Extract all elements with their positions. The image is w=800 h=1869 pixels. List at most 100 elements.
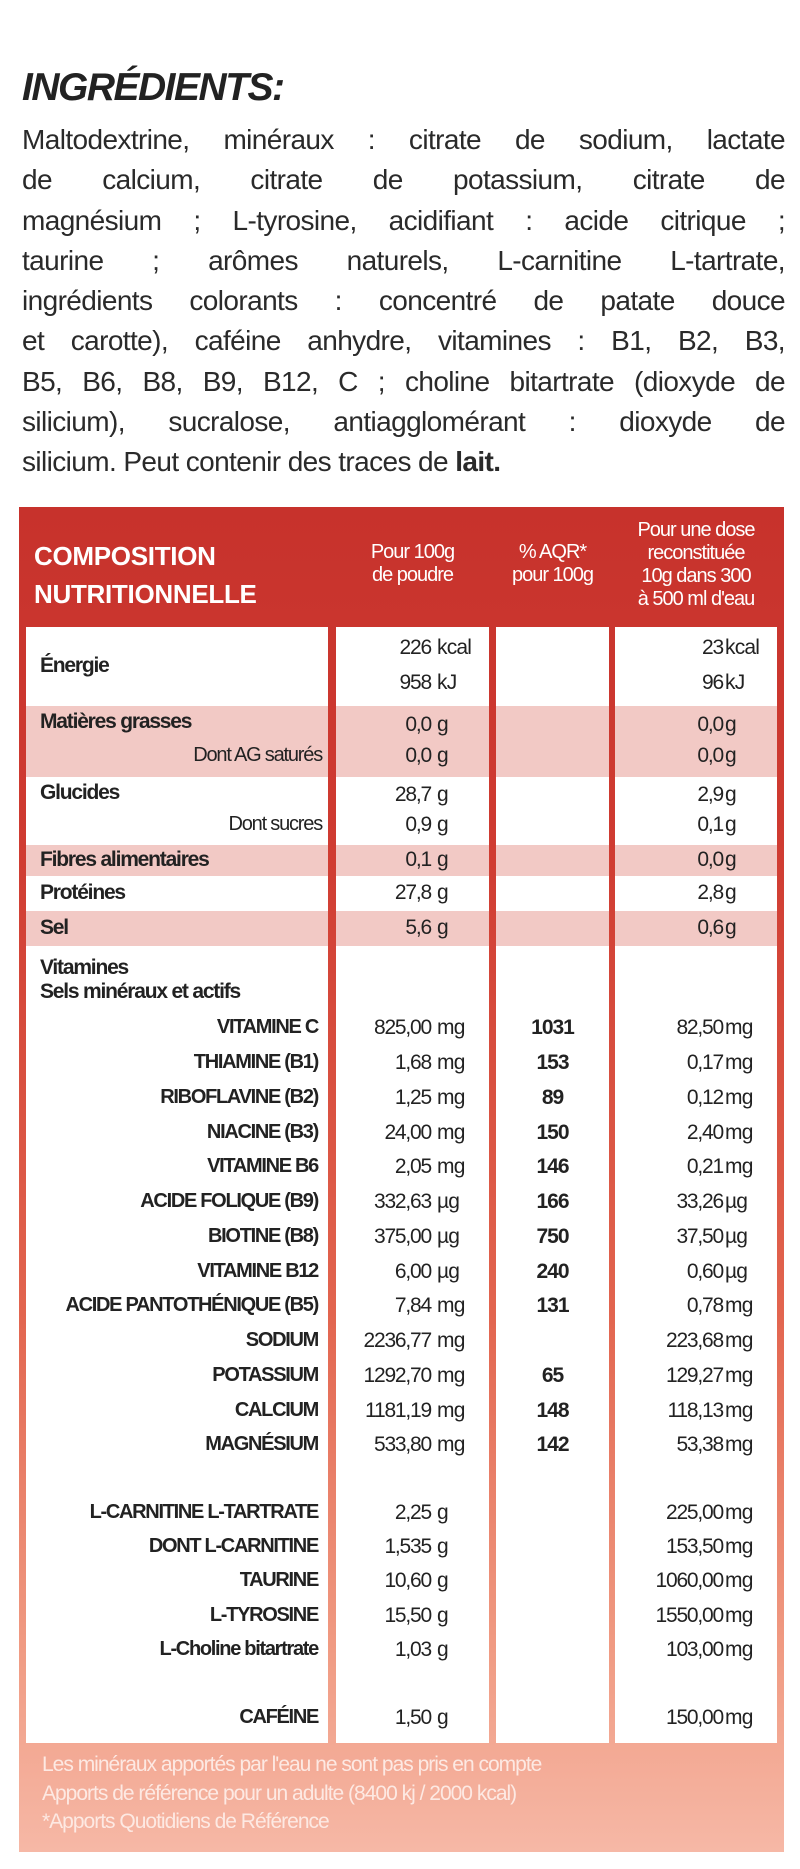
section-title: Vitamines [40,956,129,979]
unit-per-100g: g [437,783,449,806]
unit-per-100g: g [437,1637,449,1661]
header-line: % AQR* [518,541,587,563]
nutrient-label: Glucides [40,781,120,804]
table-cell: 2,8 g [615,876,777,911]
ingredients-line: silicium. Peut contenir des traces de la… [22,442,785,482]
value-per-100g: 1,68 [394,1051,432,1075]
table-cell: 37,50 µg [615,1221,777,1256]
unit-per-dose: mg [725,1085,753,1109]
value-per-dose: 0,78 [686,1294,724,1318]
value-per-100g: 24,00 [384,1120,432,1144]
table-cell: MAGNÉSIUM [26,1429,328,1464]
table-cell: 0,1 g [336,845,489,876]
ingredients-line: silicium), sucralose, antiagglomérant : … [22,406,786,438]
table-cell [496,1325,609,1360]
footnotes: Les minéraux apportés par l'eau ne sont … [42,1751,542,1837]
value-per-dose: 2,40 [686,1120,724,1144]
ingredients-heading: INGRÉDIENTS: [22,66,285,109]
column-panel [496,627,609,1743]
value-per-100g: 27,8 [394,880,432,904]
table-cell [496,845,609,876]
table-cell: 118,13 mg [615,1394,777,1429]
unit-per-100g: g [437,847,449,871]
aqr-percent: 750 [536,1224,569,1248]
unit-per-100g: mg [437,1120,465,1144]
micronutrient-label: L-Choline bitartrate [159,1637,320,1660]
micronutrient-label: L-TYROSINE [209,1603,319,1626]
value-per-100g: 7,84 [394,1294,432,1318]
table-cell: 65 [496,1360,609,1395]
unit-per-dose: mg [725,1500,753,1524]
micronutrient-label: SODIUM [245,1329,320,1352]
table-cell: 131 [496,1290,609,1325]
value-per-dose: 82,50 [676,1016,724,1040]
table-row: ACIDE FOLIQUE (B9) 332,63 µg 166 33,26 µg [19,1186,784,1221]
table-row: POTASSIUM 1292,70 mg 65 129,27 mg [19,1360,784,1395]
table-cell: 1,50 g [336,1702,489,1736]
unit-per-dose: mg [725,1433,753,1457]
nutrient-label: Sel [40,915,69,939]
unit-per-dose: mg [725,1706,753,1729]
table-cell: 0,17 mg [615,1047,777,1082]
table-cell: 24,00 mg [336,1116,489,1151]
micronutrient-label: CALCIUM [234,1398,319,1421]
table-cell: 825,00 mg [336,1012,489,1047]
unit-per-100g: mg [437,1155,465,1179]
table-cell: 153,50 mg [615,1531,777,1565]
table-cell: L-CARNITINE L-TARTRATE [26,1497,328,1531]
value-per-100g: 1,535 [384,1535,432,1559]
micronutrient-label: ACIDE PANTOTHÉNIQUE (B5) [65,1294,319,1317]
table-row: MAGNÉSIUM 533,80 mg 142 53,38 mg [19,1429,784,1464]
table-cell: 2236,77 mg [336,1325,489,1360]
unit-per-100g: g [437,880,449,904]
value-per-100g: 1,25 [394,1085,432,1109]
table-cell: 1550,00 mg [615,1600,777,1634]
table-row: BIOTINE (B8) 375,00 µg 750 37,50 µg [19,1221,784,1256]
unit-per-dose: µg [725,1190,748,1214]
micronutrient-label: ACIDE FOLIQUE (B9) [140,1190,319,1213]
table-cell: 0,6 g [615,911,777,946]
unit-per-100g: µg [437,1190,460,1214]
unit-per-dose: mg [725,1363,753,1387]
unit-per-100g: mg [437,1085,465,1109]
section-subtitle: Sels minéraux et actifs [40,980,241,1003]
value-per-dose: 23 [702,635,724,659]
table-cell: 7,84 mg [336,1290,489,1325]
aqr-percent: 166 [536,1190,569,1214]
unit-per-100g: mg [437,1363,465,1387]
value-per-100g: 533,80 [373,1433,432,1457]
table-row: L-CARNITINE L-TARTRATE 2,25 g 225,00 mg [19,1497,784,1531]
value-per-dose: 150,00 [665,1706,724,1729]
table-cell: 1,25 mg [336,1082,489,1117]
table-cell: 0,78 mg [615,1290,777,1325]
table-cell: 1060,00 mg [615,1565,777,1599]
header-line: reconstituée [647,542,746,564]
value-per-dose: 0,0 [697,744,724,768]
table-cell: 2,40 mg [615,1116,777,1151]
value-per-dose: 0,1 [697,813,724,836]
unit-per-100g: g [437,915,449,939]
nutrient-label: Fibres alimentaires [40,847,210,871]
table-cell [496,876,609,911]
unit-per-100g: µg [437,1224,460,1248]
table-cell: 142 [496,1429,609,1464]
value-per-100g: 6,00 [394,1259,432,1283]
table-cell: DONT L-CARNITINE [26,1531,328,1565]
unit-per-100g: g [437,1500,449,1524]
unit-per-dose: kJ [725,671,745,695]
unit-per-dose: mg [725,1535,753,1559]
value-per-dose: 0,60 [686,1259,724,1283]
column-header-per-100g: Pour 100g de poudre [336,541,489,587]
table-cell [26,1668,328,1702]
table-cell: 332,63 µg [336,1186,489,1221]
ingredients-line: de calcium, citrate de potassium, citrat… [22,164,786,196]
value-per-dose: 129,27 [665,1363,724,1387]
table-cell [496,706,609,777]
table-row [19,1668,784,1702]
table-row: Vitamines Sels minéraux et actifs [19,946,784,1012]
table-cell: 2,25 g [336,1497,489,1531]
table-cell: 166 [496,1186,609,1221]
table-cell: 2,9 g 0,1 g [615,777,777,845]
aqr-percent: 240 [536,1259,569,1283]
header-line: Pour une dose [637,519,755,541]
